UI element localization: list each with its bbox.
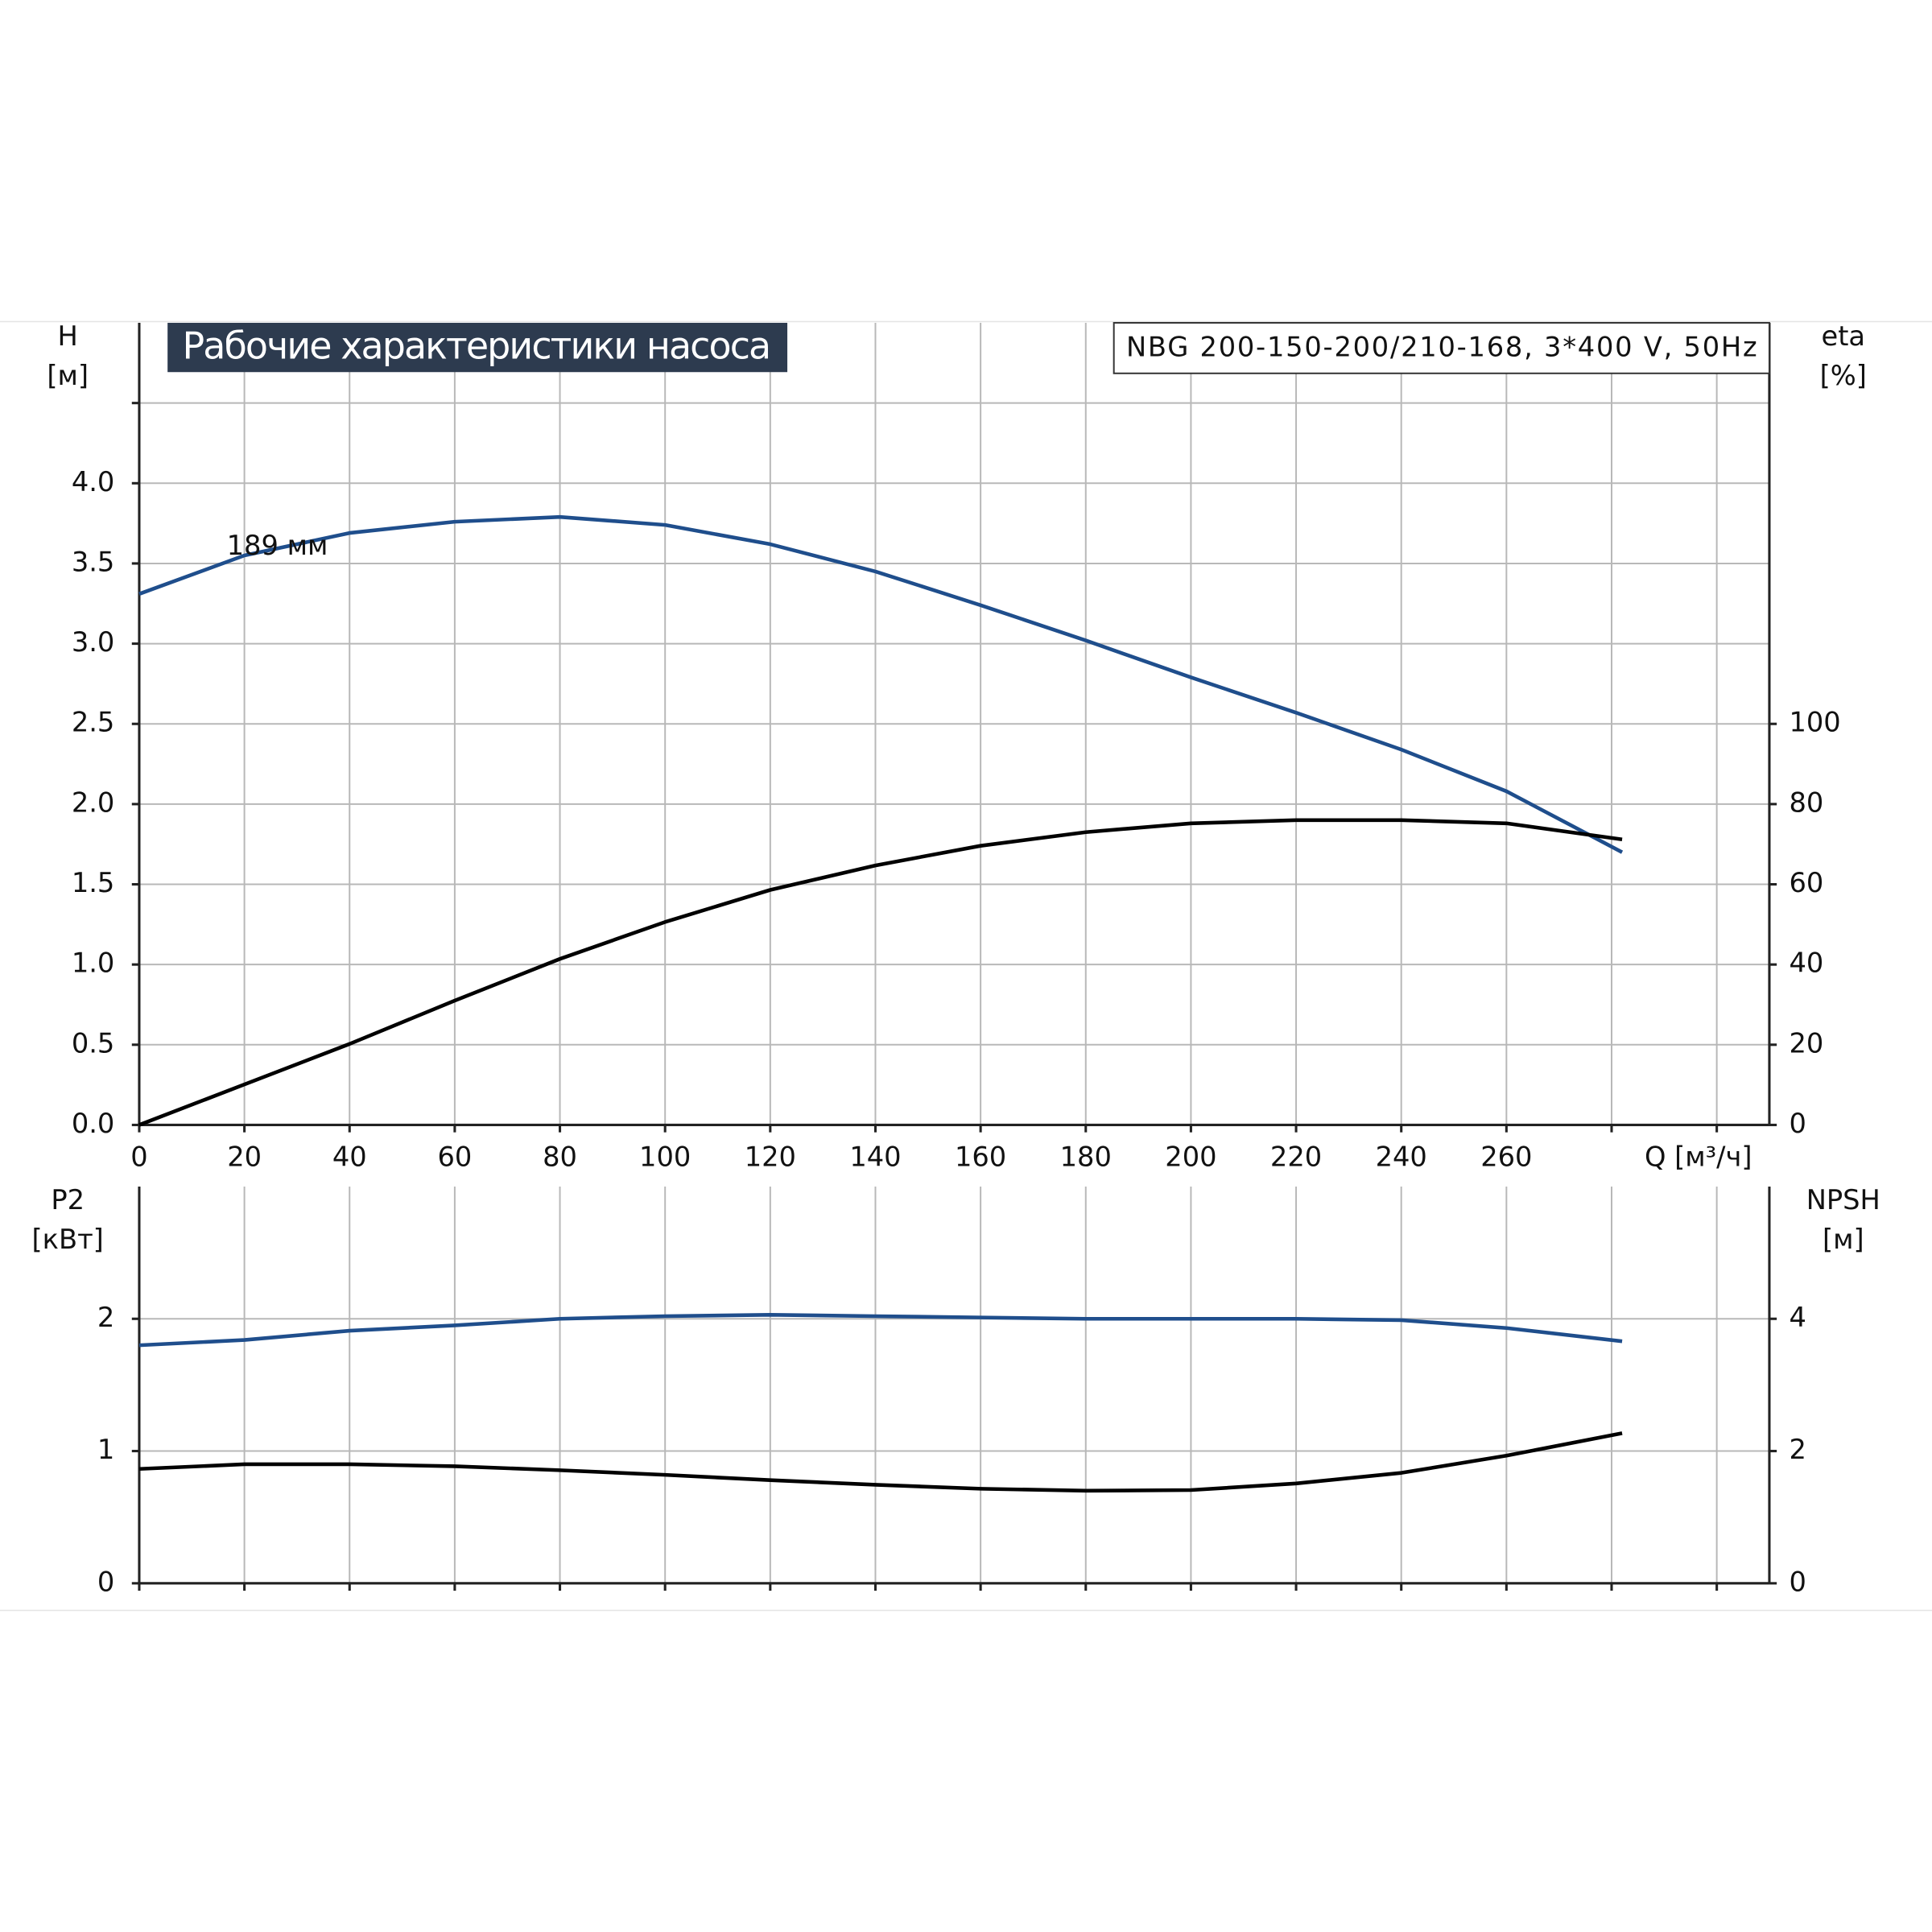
y2-tick-label: 0 [1789,1108,1806,1139]
y2-tick-label: 100 [1789,707,1840,738]
y-tick-label: 1 [97,1434,114,1465]
y2-tick-label: 2 [1789,1434,1806,1465]
y2-tick-label: 0 [1789,1566,1806,1597]
y-label: H [58,320,78,352]
x-tick-label: 80 [543,1141,577,1172]
y-tick-label: 0 [97,1566,114,1597]
chart-subtitle: NBG 200-150-200/210-168, 3*400 V, 50Hz [1126,332,1757,363]
y2-tick-label: 60 [1789,867,1823,898]
x-tick-label: 240 [1376,1141,1427,1172]
y-tick-label: 1.0 [72,947,115,979]
y2-tick-label: 80 [1789,786,1823,818]
y2-unit: [%] [1820,360,1867,391]
y-unit: [м] [47,360,89,391]
y-tick-label: 3.0 [72,626,115,658]
x-tick-label: 40 [332,1141,367,1172]
annotation: 189 мм [227,530,328,561]
x-tick-label: 180 [1060,1141,1112,1172]
y-tick-label: 0.0 [72,1108,115,1139]
x-tick-label: 120 [745,1141,796,1172]
y-tick-label: 0.5 [72,1027,115,1059]
x-tick-label: 100 [639,1141,691,1172]
curve [138,1431,1623,1493]
y-tick-label: 2.0 [72,786,115,818]
x-tick-label: 0 [130,1141,147,1172]
y-label: P2 [51,1184,85,1216]
y2-tick-label: 40 [1789,947,1823,979]
y2-tick-label: 4 [1789,1302,1806,1333]
x-tick-label: 60 [437,1141,472,1172]
x-tick-label: 260 [1480,1141,1532,1172]
x-tick-label: 220 [1270,1141,1322,1172]
title-box [167,323,788,373]
y2-label: NPSH [1806,1184,1880,1216]
chart-title: Рабочие характеристики насоса [183,324,772,368]
x-tick-label: 20 [227,1141,262,1172]
y2-unit: [м] [1823,1224,1864,1255]
y2-tick-label: 20 [1789,1027,1823,1059]
x-tick-label: 140 [849,1141,901,1172]
x-label: Q [м³/ч] [1645,1141,1752,1172]
y-unit: [кВт] [32,1224,104,1255]
curve [138,1313,1623,1348]
y2-label: eta [1822,320,1866,352]
y-tick-label: 2.5 [72,707,115,738]
y-tick-label: 2 [97,1302,114,1333]
curve [138,514,1624,854]
x-tick-label: 160 [955,1141,1006,1172]
subtitle-box [1113,322,1770,374]
x-tick-label: 200 [1165,1141,1216,1172]
curve [138,818,1623,1127]
y-tick-label: 1.5 [72,867,115,898]
y-tick-label: 3.5 [72,546,115,577]
y-tick-label: 4.0 [72,466,115,497]
